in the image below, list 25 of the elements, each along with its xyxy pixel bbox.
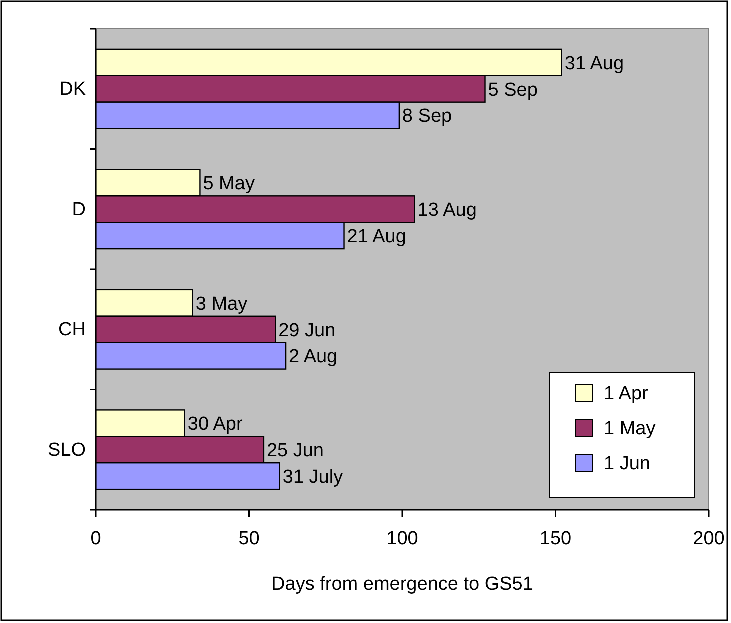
x-axis-title: Days from emergence to GS51 bbox=[272, 574, 534, 595]
x-tick-label: 150 bbox=[540, 528, 572, 550]
x-tick-label: 200 bbox=[693, 528, 725, 550]
data-label: 31 Aug bbox=[564, 53, 624, 74]
data-label: 25 Jun bbox=[266, 440, 324, 462]
data-label: 2 Aug bbox=[289, 346, 338, 368]
data-label: 13 Aug bbox=[418, 200, 477, 222]
x-tick-label: 100 bbox=[386, 528, 418, 550]
legend-label: 1 May bbox=[604, 418, 656, 440]
x-tick-label: 0 bbox=[90, 528, 102, 550]
legend-label: 1 Jun bbox=[604, 454, 650, 475]
legend-label: 1 Apr bbox=[604, 384, 650, 405]
y-tick-label: D bbox=[72, 199, 86, 220]
data-label: 29 Jun bbox=[278, 320, 336, 342]
data-label: 5 Sep bbox=[488, 80, 538, 101]
data-label: 21 Aug bbox=[347, 226, 406, 248]
data-label: 30 Apr bbox=[188, 414, 244, 436]
y-tick-label: SLO bbox=[48, 440, 86, 461]
x-tick-label: 50 bbox=[238, 528, 260, 550]
data-label: 31 July bbox=[282, 466, 344, 488]
y-tick-label: CH bbox=[58, 320, 86, 341]
data-label: 3 May bbox=[196, 294, 248, 315]
data-label: 8 Sep bbox=[402, 106, 452, 128]
y-tick-label: DK bbox=[60, 79, 86, 100]
data-label: 5 May bbox=[203, 174, 256, 195]
